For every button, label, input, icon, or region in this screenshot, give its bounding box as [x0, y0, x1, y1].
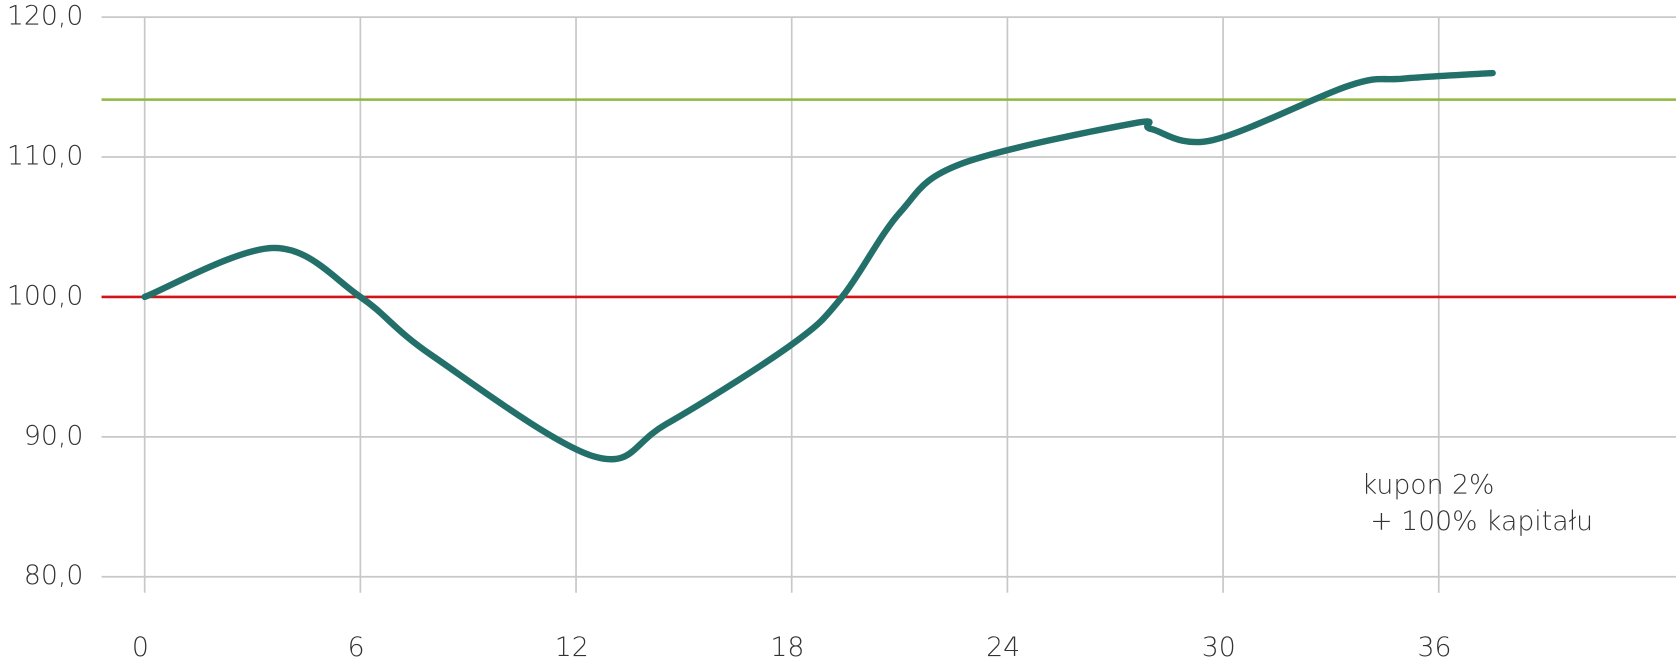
y-tick-label: 80,0 [24, 560, 83, 591]
x-tick-label: 0 [132, 632, 149, 659]
x-tick-label: 30 [1202, 632, 1236, 659]
x-tick-label: 18 [770, 632, 804, 659]
y-tick-label: 120,0 [7, 1, 83, 32]
y-tick-label: 100,0 [7, 280, 83, 311]
annotation: + 100% kapitału [1362, 506, 1593, 537]
x-tick-label: 24 [986, 632, 1020, 659]
data-line [141, 69, 1496, 463]
x-tick-label: 36 [1417, 632, 1451, 659]
x-tick-label: 12 [555, 632, 589, 659]
y-tick-label: 90,0 [24, 420, 83, 451]
y-tick-label: 110,0 [7, 141, 83, 172]
x-tick-label: 6 [348, 632, 365, 659]
annotation: kupon 2% [1362, 469, 1495, 500]
